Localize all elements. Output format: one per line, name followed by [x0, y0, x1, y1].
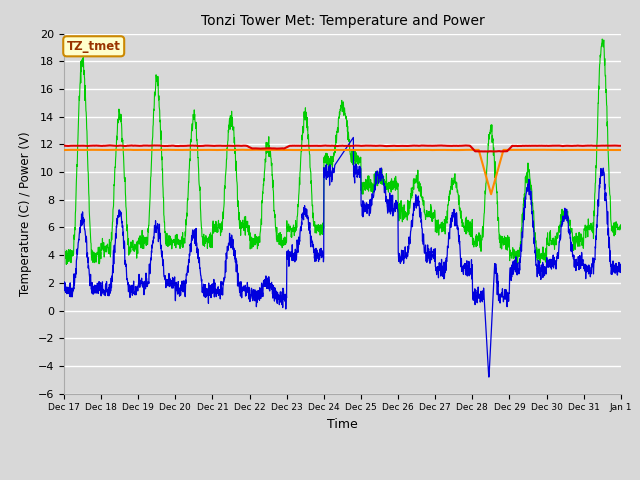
Text: TZ_tmet: TZ_tmet: [67, 40, 121, 53]
Title: Tonzi Tower Met: Temperature and Power: Tonzi Tower Met: Temperature and Power: [200, 14, 484, 28]
Y-axis label: Temperature (C) / Power (V): Temperature (C) / Power (V): [19, 132, 32, 296]
X-axis label: Time: Time: [327, 418, 358, 431]
